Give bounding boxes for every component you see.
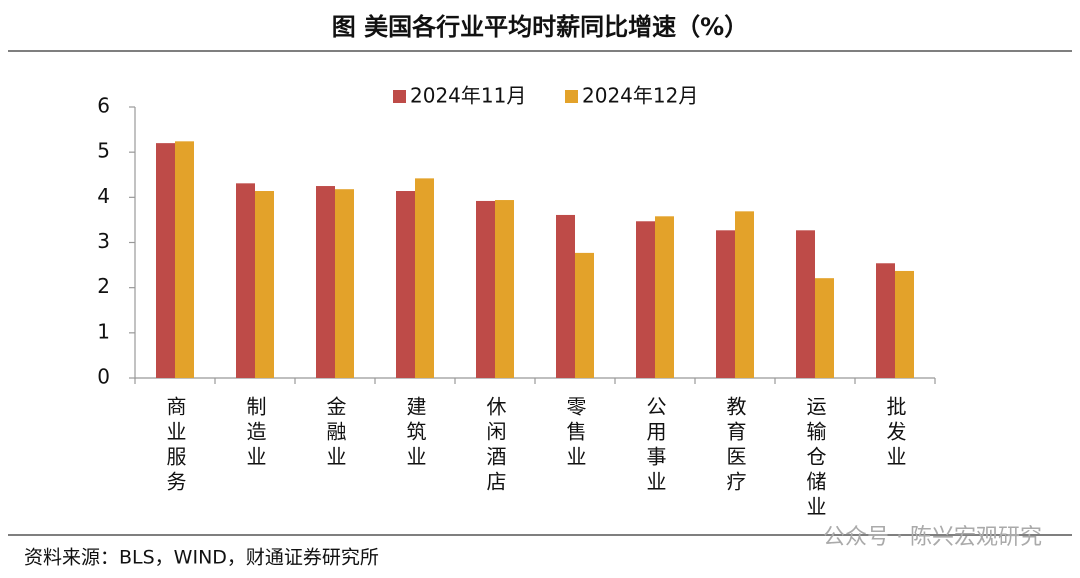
bar [316,186,335,378]
bar [156,143,175,378]
y-tick-label: 0 [97,365,110,389]
legend-swatch [565,90,578,103]
y-tick-label: 6 [97,94,110,118]
x-tick-label: 休闲酒店 [483,396,507,496]
bar [796,230,815,378]
x-tick-label: 教育医疗 [723,396,747,496]
bar [636,221,655,378]
x-tick-label: 零售业 [563,396,587,471]
x-tick-label: 制造业 [243,396,267,471]
y-tick-label: 3 [97,229,110,253]
y-tick-label: 2 [97,274,110,298]
bar [735,211,754,378]
x-tick-label: 金融业 [323,396,347,471]
bar [415,178,434,378]
legend-label: 2024年12月 [582,84,698,108]
chart-title: 图 美国各行业平均时薪同比增速（%） [332,13,748,41]
legend-swatch [393,90,406,103]
bar [175,141,194,378]
bar [495,200,514,378]
y-tick-label: 5 [97,139,110,163]
x-tick-label: 公用事业 [643,396,667,496]
y-tick-label: 1 [97,319,110,343]
y-tick-label: 4 [97,184,110,208]
x-tick-label: 商业服务 [163,396,187,496]
x-tick-label: 建筑业 [403,396,427,471]
bar [815,278,834,378]
bar [655,216,674,378]
bar [876,263,895,378]
bar [895,270,914,378]
bar [335,189,354,378]
x-tick-label: 批发业 [883,396,907,471]
bar [716,230,735,378]
legend-label: 2024年11月 [410,84,526,108]
bar [396,191,415,378]
bar [575,252,594,378]
source-note: 资料来源：BLS，WIND，财通证券研究所 [24,547,379,569]
x-tick-label: 运输仓储业 [803,396,827,521]
watermark: 公众号 · 陈兴宏观研究 [823,525,1042,550]
bar [236,183,255,378]
bar [476,200,495,378]
bar [255,191,274,378]
bar [556,214,575,378]
